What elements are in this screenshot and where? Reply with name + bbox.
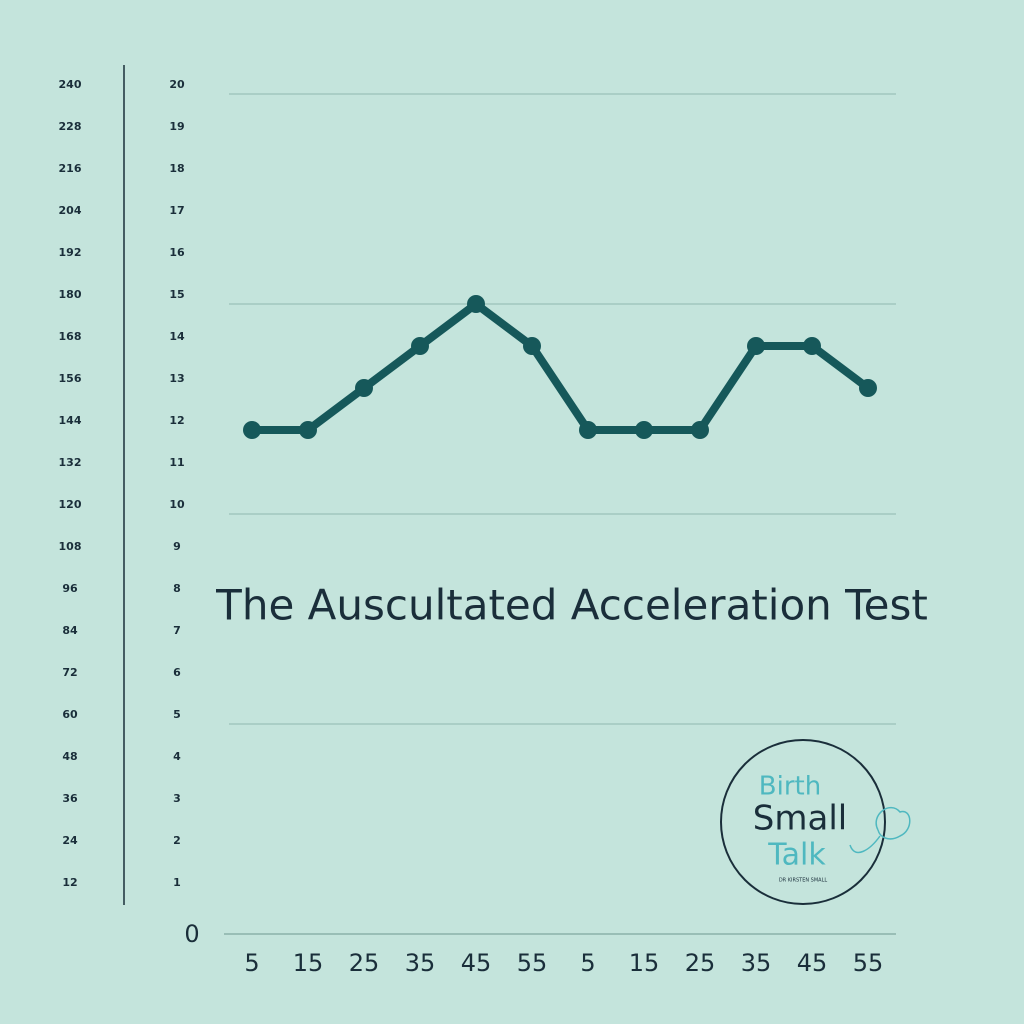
marker — [579, 421, 597, 439]
y2-tick-label: 156 — [59, 372, 82, 385]
y-tick-label: 5 — [173, 708, 181, 721]
logo-circle — [720, 739, 886, 905]
marker — [243, 421, 261, 439]
logo-byline: DR KIRSTEN SMALL — [779, 878, 828, 884]
y-tick-label: 15 — [169, 288, 184, 301]
y2-tick-label: 84 — [62, 624, 78, 637]
y2-tick-label: 48 — [62, 750, 77, 763]
y2-tick-label: 120 — [59, 498, 82, 511]
y-tick-label: 4 — [173, 750, 181, 763]
y2-tick-label: 96 — [62, 582, 78, 595]
y2-tick-label: 144 — [59, 414, 82, 427]
y-tick-label: 1 — [173, 876, 181, 889]
y-tick-label: 3 — [173, 792, 181, 805]
x-tick-label: 25 — [685, 949, 716, 977]
x-tick-label: 55 — [517, 949, 548, 977]
y-tick-label: 12 — [169, 414, 184, 427]
marker — [691, 421, 709, 439]
marker — [523, 337, 541, 355]
y2-tick-label: 216 — [59, 162, 82, 175]
y-tick-label: 10 — [169, 498, 185, 511]
y-tick-label: 18 — [169, 162, 184, 175]
y-tick-label: 2 — [173, 834, 181, 847]
y2-tick-label: 36 — [62, 792, 78, 805]
marker — [747, 337, 765, 355]
y-tick-label: 9 — [173, 540, 181, 553]
marker — [635, 421, 653, 439]
x-tick-label: 55 — [853, 949, 884, 977]
logo-text: Birth — [759, 772, 821, 802]
marker — [411, 337, 429, 355]
marker — [467, 295, 485, 313]
y-tick-label: 8 — [173, 582, 181, 595]
x-tick-label: 15 — [293, 949, 324, 977]
y-tick-label: 11 — [169, 456, 184, 469]
logo: Birth Small Talk DR KIRSTEN SMALL — [720, 739, 911, 905]
x-tick-label: 45 — [797, 949, 828, 977]
x-tick-label: 5 — [244, 949, 259, 977]
x-tick-label: 15 — [629, 949, 660, 977]
y2-tick-label: 12 — [62, 876, 77, 889]
y-tick-label: 7 — [173, 624, 181, 637]
y2-tick-label: 132 — [59, 456, 82, 469]
x-tick-label: 25 — [349, 949, 380, 977]
logo-text: Talk — [767, 838, 826, 873]
marker — [803, 337, 821, 355]
y2-tick-label: 60 — [62, 708, 78, 721]
y2-tick-label: 192 — [59, 246, 82, 259]
y2-tick-label: 108 — [59, 540, 82, 553]
y2-tick-label: 24 — [62, 834, 78, 847]
y2-tick-label: 72 — [62, 666, 77, 679]
y-tick-label: 20 — [169, 78, 185, 91]
marker — [299, 421, 317, 439]
y2-tick-label: 240 — [59, 78, 82, 91]
line — [252, 300, 871, 434]
x-tick-label: 5 — [580, 949, 595, 977]
logo-flower — [849, 806, 911, 854]
y-tick-label: 17 — [169, 204, 184, 217]
x-tick-label: 35 — [741, 949, 772, 977]
y-tick-label: 13 — [169, 372, 184, 385]
y-tick-label: 6 — [173, 666, 181, 679]
x-tick-label: 45 — [461, 949, 492, 977]
y2-tick-label: 168 — [59, 330, 82, 343]
y2-tick-label: 204 — [59, 204, 82, 217]
y2-tick-label: 228 — [59, 120, 82, 133]
marker — [859, 379, 877, 397]
marker — [355, 379, 373, 397]
logo-text: Small — [753, 799, 847, 839]
y-tick-label: 16 — [169, 246, 185, 259]
y-tick-label: 14 — [169, 330, 185, 343]
chart-title: The Auscultated Acceleration Test — [215, 581, 928, 630]
y-tick-label: 19 — [169, 120, 184, 133]
y2-tick-label: 180 — [59, 288, 82, 301]
y-tick-label: 0 — [184, 920, 199, 948]
x-tick-label: 35 — [405, 949, 436, 977]
